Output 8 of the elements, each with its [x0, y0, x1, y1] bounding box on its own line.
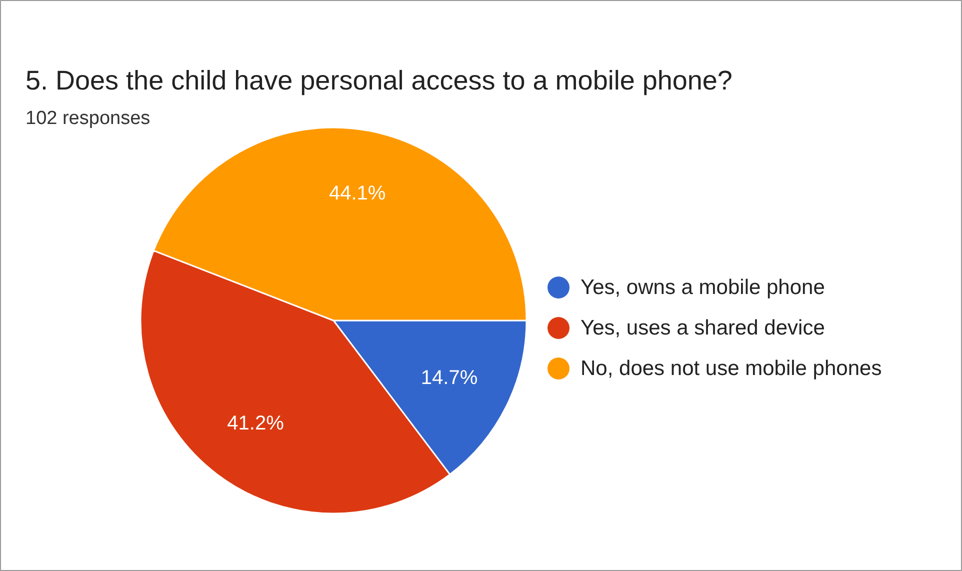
chart-title: 5. Does the child have personal access to a mobile phone? [26, 66, 732, 96]
data-label: 41.2% [227, 412, 284, 435]
chart-subtitle: 102 responses [26, 108, 150, 129]
legend-label: No, does not use mobile phones [580, 357, 882, 380]
legend-label: Yes, owns a mobile phone [580, 276, 825, 299]
data-label: 44.1% [328, 182, 386, 204]
data-label: 14.7% [420, 367, 478, 390]
legend-label: Yes, uses a shared device [580, 316, 825, 340]
